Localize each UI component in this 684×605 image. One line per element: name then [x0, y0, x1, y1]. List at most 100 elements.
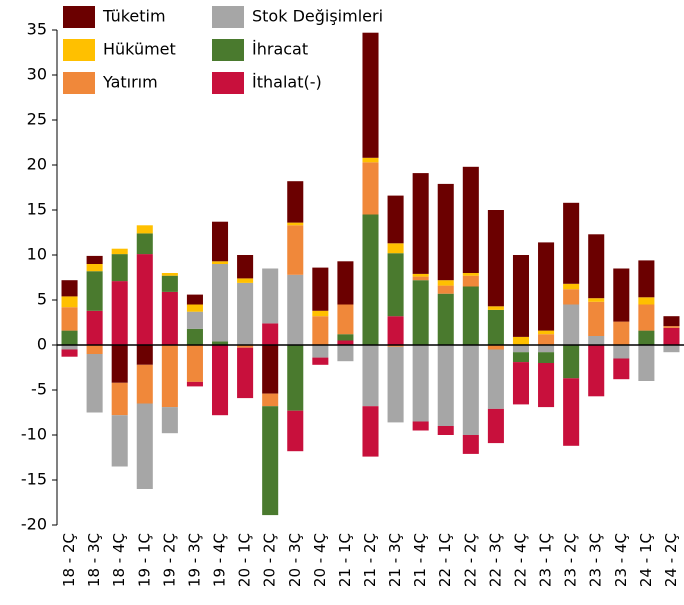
x-tick-label: 20 - 3Ç — [286, 533, 304, 587]
bar-segment — [613, 321, 630, 345]
bar-segment — [136, 233, 153, 255]
bar-segment — [86, 255, 103, 264]
bar-segment — [588, 301, 605, 336]
bar-segment — [161, 275, 178, 292]
legend-swatch — [63, 72, 95, 94]
bar-segment — [412, 345, 429, 422]
bar-segment — [362, 345, 379, 407]
bar-segment — [136, 225, 153, 234]
bar-segment — [663, 316, 680, 327]
bar-segment — [362, 214, 379, 345]
bar-segment — [563, 202, 580, 284]
bar-segment — [111, 415, 128, 467]
bar-segment — [588, 345, 605, 397]
bar-segment — [312, 267, 329, 311]
bar-segment — [362, 406, 379, 457]
bar-segment — [337, 304, 354, 335]
bar-segment — [262, 345, 279, 394]
bar-segment — [387, 346, 404, 423]
legend-swatch — [212, 39, 244, 61]
bar-segment — [538, 363, 555, 408]
bar-segment — [563, 283, 580, 290]
x-tick-label: 20 - 4Ç — [311, 533, 329, 587]
bar-segment — [161, 407, 178, 434]
bar-segment — [412, 280, 429, 345]
bar-segment — [111, 345, 128, 383]
bar-segment — [563, 304, 580, 345]
bar-segment — [136, 364, 153, 404]
legend-swatch — [212, 6, 244, 28]
bar-segment — [186, 345, 203, 382]
y-tick-label: -15 — [21, 470, 47, 489]
bar-segment — [186, 328, 203, 345]
bar-segment — [487, 210, 504, 307]
bar-segment — [412, 421, 429, 431]
bar-segment — [61, 307, 78, 331]
bar-segment — [512, 352, 530, 363]
bar-segment — [512, 255, 530, 337]
bar-segment — [487, 349, 504, 409]
bar-segment — [437, 293, 454, 345]
x-tick-label: 19 - 2Ç — [160, 533, 178, 587]
x-tick-label: 18 - 4Ç — [110, 533, 128, 587]
bar-segment — [161, 291, 178, 345]
x-tick-label: 20 - 2Ç — [261, 533, 279, 587]
bar-segment — [588, 234, 605, 299]
bar-segment — [237, 278, 254, 283]
bar-segment — [462, 273, 479, 276]
legend-label: İhracat — [252, 40, 308, 59]
x-tick-label: 23 - 2Ç — [562, 533, 580, 587]
bar-segment — [512, 336, 530, 345]
bar-segment — [337, 334, 354, 341]
bar-segment — [412, 173, 429, 274]
y-tick-label: 20 — [27, 155, 47, 174]
bar-segment — [61, 345, 78, 350]
legend-label: Yatırım — [102, 73, 158, 92]
legend-label: Tüketim — [102, 7, 166, 26]
bar-segment — [663, 327, 680, 345]
bar-segment — [362, 157, 379, 163]
bar-segment — [237, 282, 254, 345]
bar-segment — [237, 255, 254, 279]
bar-segment — [111, 281, 128, 345]
x-tick-label: 22 - 4Ç — [511, 533, 529, 587]
bar-segment — [86, 271, 103, 311]
bar-segment — [287, 222, 304, 226]
y-tick-label: 0 — [37, 335, 47, 354]
bar-segment — [362, 32, 379, 158]
legend-swatch — [212, 72, 244, 94]
y-tick-label: 10 — [27, 245, 47, 264]
x-tick-label: 18 - 3Ç — [85, 533, 103, 587]
y-tick-label: -20 — [21, 515, 47, 534]
bar-segment — [237, 345, 254, 348]
bar-segment — [613, 358, 630, 380]
bar-segment — [312, 357, 329, 365]
bar-segment — [563, 378, 580, 446]
bar-segment — [211, 261, 229, 264]
bar-segment — [487, 306, 504, 310]
bar-segment — [387, 345, 404, 347]
bar-segment — [487, 309, 504, 345]
bar-segment — [211, 345, 229, 416]
bar-segment — [462, 166, 479, 273]
bar-segment — [186, 294, 203, 305]
bar-segment — [588, 336, 605, 345]
bar-segment — [437, 280, 454, 286]
x-tick-label: 24 - 1Ç — [637, 533, 655, 587]
bar-segment — [262, 393, 279, 407]
bar-segment — [262, 406, 279, 516]
bar-segment — [512, 362, 530, 405]
bar-segment — [638, 330, 655, 345]
bar-segment — [262, 323, 279, 345]
bar-segment — [462, 345, 479, 435]
x-tick-label: 19 - 3Ç — [185, 533, 203, 587]
y-tick-label: 15 — [27, 200, 47, 219]
bar-segment — [538, 334, 555, 345]
bar-segment — [638, 304, 655, 331]
bar-segment — [111, 254, 128, 282]
bar-segment — [412, 276, 429, 281]
x-tick-label: 24 - 2Ç — [662, 533, 680, 587]
bar-segment — [487, 408, 504, 444]
x-tick-label: 18 - 2Ç — [60, 533, 78, 587]
